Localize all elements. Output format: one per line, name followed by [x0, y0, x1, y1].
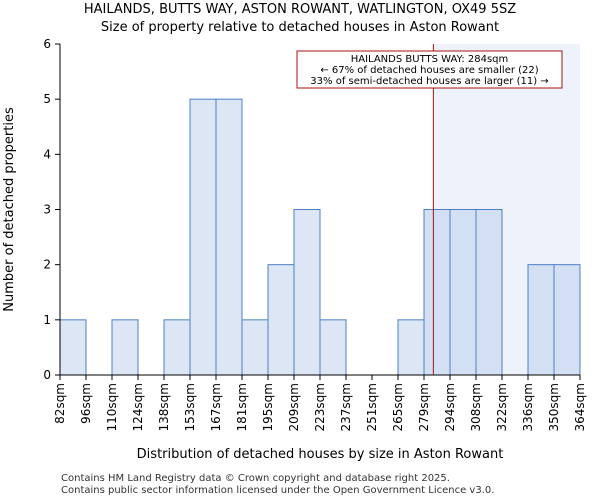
bar-279sqm	[423, 209, 451, 376]
annotation-line-1: HAILANDS BUTTS WAY: 284sqm	[351, 54, 509, 65]
x-tick-label: 138sqm	[157, 383, 171, 431]
x-tick-label: 364sqm	[573, 383, 587, 431]
bar-265sqm	[397, 319, 425, 376]
bars-group	[59, 98, 581, 376]
bar-181sqm	[241, 319, 269, 376]
x-tick-label: 153sqm	[183, 383, 197, 431]
x-tick-label: 110sqm	[105, 383, 119, 431]
x-tick-label: 195sqm	[261, 383, 275, 431]
x-tick-label: 308sqm	[469, 383, 483, 431]
annotation-box	[296, 50, 563, 89]
x-tick-label: 82sqm	[53, 383, 67, 424]
x-tick-label: 181sqm	[235, 383, 249, 431]
y-tick-label: 1	[43, 313, 51, 327]
bar-294sqm	[449, 209, 477, 376]
x-tick-label: 237sqm	[339, 383, 353, 431]
bar-195sqm	[267, 264, 295, 376]
x-tick-label: 251sqm	[365, 383, 379, 431]
x-tick-label: 96sqm	[79, 383, 93, 424]
bar-223sqm	[319, 319, 347, 376]
x-tick-label: 294sqm	[443, 383, 457, 431]
y-tick-label: 2	[43, 258, 51, 272]
y-axis-label: Number of detached properties	[2, 107, 17, 312]
y-tick-label: 3	[43, 203, 51, 217]
x-tick-label: 223sqm	[313, 383, 327, 431]
bar-209sqm	[293, 209, 321, 376]
x-tick-label: 336sqm	[521, 383, 535, 431]
bar-336sqm	[527, 264, 555, 376]
bar-110sqm	[111, 319, 139, 376]
x-axis-label: Distribution of detached houses by size …	[137, 447, 504, 462]
y-ticks: 0 1 2 3 4 5 6	[43, 37, 60, 382]
bar-153sqm	[189, 98, 217, 376]
y-tick-label: 6	[43, 37, 51, 51]
annotation-line-2: ← 67% of detached houses are smaller (22…	[320, 65, 538, 76]
y-tick-label: 5	[43, 92, 51, 106]
x-ticks: 82sqm 96sqm 110sqm 124sqm 138sqm 153sqm 167sqm…	[53, 375, 587, 431]
x-tick-label: 279sqm	[417, 383, 431, 431]
footer-copyright: Contains HM Land Registry data © Crown c…	[61, 473, 450, 484]
x-tick-label: 167sqm	[209, 383, 223, 431]
chart-title: Size of property relative to detached ho…	[100, 20, 500, 35]
bar-167sqm	[215, 98, 243, 376]
x-tick-label: 350sqm	[547, 383, 561, 431]
footer-licence: Contains public sector information licen…	[61, 485, 495, 496]
x-tick-label: 124sqm	[131, 383, 145, 431]
bar-138sqm	[163, 319, 191, 376]
x-tick-label: 265sqm	[391, 383, 405, 431]
bar-350sqm	[553, 264, 581, 376]
y-tick-label: 0	[43, 368, 51, 382]
bar-308sqm	[475, 209, 503, 376]
chart-title-address: HAILANDS, BUTTS WAY, ASTON ROWANT, WATLI…	[83, 2, 517, 17]
x-tick-label: 322sqm	[495, 383, 509, 431]
annotation-line-3: 33% of semi-detached houses are larger (…	[310, 76, 548, 87]
x-tick-label: 209sqm	[287, 383, 301, 431]
bar-82sqm	[59, 319, 87, 376]
y-tick-label: 4	[43, 147, 51, 161]
